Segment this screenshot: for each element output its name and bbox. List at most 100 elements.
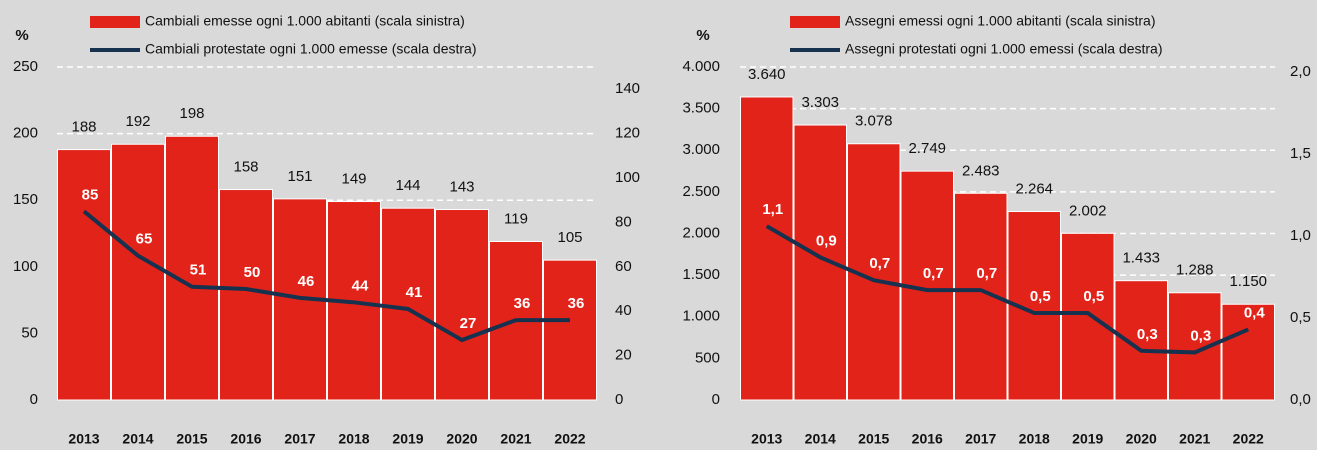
y-tick-label: 0: [30, 391, 38, 408]
line-data-label: 0,3: [1190, 327, 1211, 344]
x-tick-label: 2018: [338, 431, 369, 447]
line-data-label: 27: [460, 315, 477, 332]
bar: [381, 207, 435, 401]
x-tick-label: 2016: [912, 431, 943, 447]
x-tick-label: 2015: [858, 431, 889, 447]
x-tick-label: 2013: [68, 431, 99, 447]
y2-tick-label: 140: [615, 80, 640, 97]
y-tick-label: 100: [13, 258, 38, 275]
data-label: 2.483: [962, 162, 1000, 179]
data-label: 158: [233, 159, 258, 176]
x-tick-label: 2018: [1019, 431, 1050, 447]
line-data-label: 1,1: [762, 201, 783, 218]
data-label: 3.078: [855, 113, 893, 130]
x-tick-label: 2017: [965, 431, 996, 447]
legend-swatch: [90, 16, 140, 28]
bar: [111, 143, 165, 401]
data-label: 3.640: [748, 66, 786, 83]
line-data-label: 85: [82, 186, 99, 203]
line: [765, 224, 1250, 355]
x-tick-label: 2014: [122, 431, 153, 447]
line-data-label: 36: [568, 295, 585, 312]
data-label: 3.303: [801, 94, 839, 111]
line-data-label: 65: [136, 231, 153, 248]
line: [82, 209, 570, 343]
line-data-label: 46: [298, 273, 315, 290]
data-label: 2.264: [1015, 180, 1053, 197]
y-tick-label: 1.500: [682, 266, 720, 283]
bar: [165, 135, 219, 401]
y-tick-label: 250: [13, 58, 38, 75]
data-label: 192: [125, 113, 150, 130]
y2-tick-label: 20: [615, 347, 632, 364]
y-tick-label: 3.500: [682, 100, 720, 117]
data-label: 105: [557, 229, 582, 246]
line-data-label: 51: [190, 262, 207, 279]
y2-tick-label: 0: [615, 391, 623, 408]
legend-label: Assegni protestati ogni 1.000 emessi (sc…: [845, 41, 1163, 57]
x-tick-label: 2019: [1072, 431, 1103, 447]
y2-tick-label: 80: [615, 213, 632, 230]
data-label: 149: [341, 171, 366, 188]
data-label: 151: [287, 168, 312, 185]
legend-label: Cambiali emesse ogni 1.000 abitanti (sca…: [145, 13, 465, 29]
x-tick-label: 2020: [446, 431, 477, 447]
bar: [1221, 303, 1275, 401]
y-tick-label: 4.000: [682, 58, 720, 75]
legend-label: Assegni emessi ogni 1.000 abitanti (scal…: [845, 13, 1156, 29]
y-tick-label: 500: [695, 349, 720, 366]
line-data-label: 0,5: [1083, 288, 1104, 305]
x-tick-label: 2014: [805, 431, 836, 447]
line-data-label: 44: [352, 277, 369, 294]
bar: [1061, 232, 1115, 401]
data-label: 1.433: [1122, 250, 1160, 267]
y-tick-label: 1.000: [682, 308, 720, 325]
line-data-label: 0,7: [869, 255, 890, 272]
legend-label: Cambiali protestate ogni 1.000 emesse (s…: [145, 41, 477, 57]
y-tick-label: 150: [13, 191, 38, 208]
x-tick-label: 2022: [554, 431, 585, 447]
y-axis-label: %: [696, 27, 709, 44]
data-label: 1.288: [1176, 262, 1214, 279]
bar: [793, 124, 847, 401]
legend-swatch: [790, 16, 840, 28]
bar: [543, 259, 597, 401]
y2-tick-label: 100: [615, 169, 640, 186]
x-tick-label: 2021: [500, 431, 531, 447]
data-label: 2.002: [1069, 202, 1107, 219]
y-tick-label: 3.000: [682, 141, 720, 158]
y-tick-label: 2.500: [682, 183, 720, 200]
bar: [57, 149, 111, 401]
x-tick-label: 2022: [1233, 431, 1264, 447]
x-tick-label: 2016: [230, 431, 261, 447]
y2-tick-label: 1,5: [1290, 145, 1311, 162]
x-tick-label: 2017: [284, 431, 315, 447]
data-label: 119: [504, 210, 528, 227]
data-label: 1.150: [1229, 273, 1267, 290]
line-data-label: 0,4: [1244, 304, 1266, 321]
y2-tick-label: 1,0: [1290, 227, 1311, 244]
y-tick-label: 0: [712, 391, 720, 408]
y-tick-label: 50: [21, 324, 38, 341]
x-tick-label: 2021: [1179, 431, 1210, 447]
line-data-label: 0,7: [976, 265, 997, 282]
x-tick-label: 2019: [392, 431, 423, 447]
bar: [740, 96, 794, 401]
data-label: 2.749: [908, 140, 946, 157]
y2-tick-label: 2,0: [1290, 63, 1311, 80]
line-data-label: 41: [406, 284, 423, 301]
data-label: 143: [449, 178, 474, 195]
line-data-label: 0,7: [923, 265, 944, 282]
y2-tick-label: 0,0: [1290, 391, 1311, 408]
line-data-label: 50: [244, 264, 261, 281]
y-tick-label: 2.000: [682, 224, 720, 241]
line-data-label: 0,5: [1030, 288, 1051, 305]
y-axis-label: %: [15, 27, 28, 44]
bar: [435, 209, 489, 401]
line-data-label: 0,3: [1137, 326, 1158, 343]
y2-tick-label: 0,5: [1290, 309, 1311, 326]
y2-tick-label: 120: [615, 125, 640, 142]
bar: [219, 189, 273, 401]
